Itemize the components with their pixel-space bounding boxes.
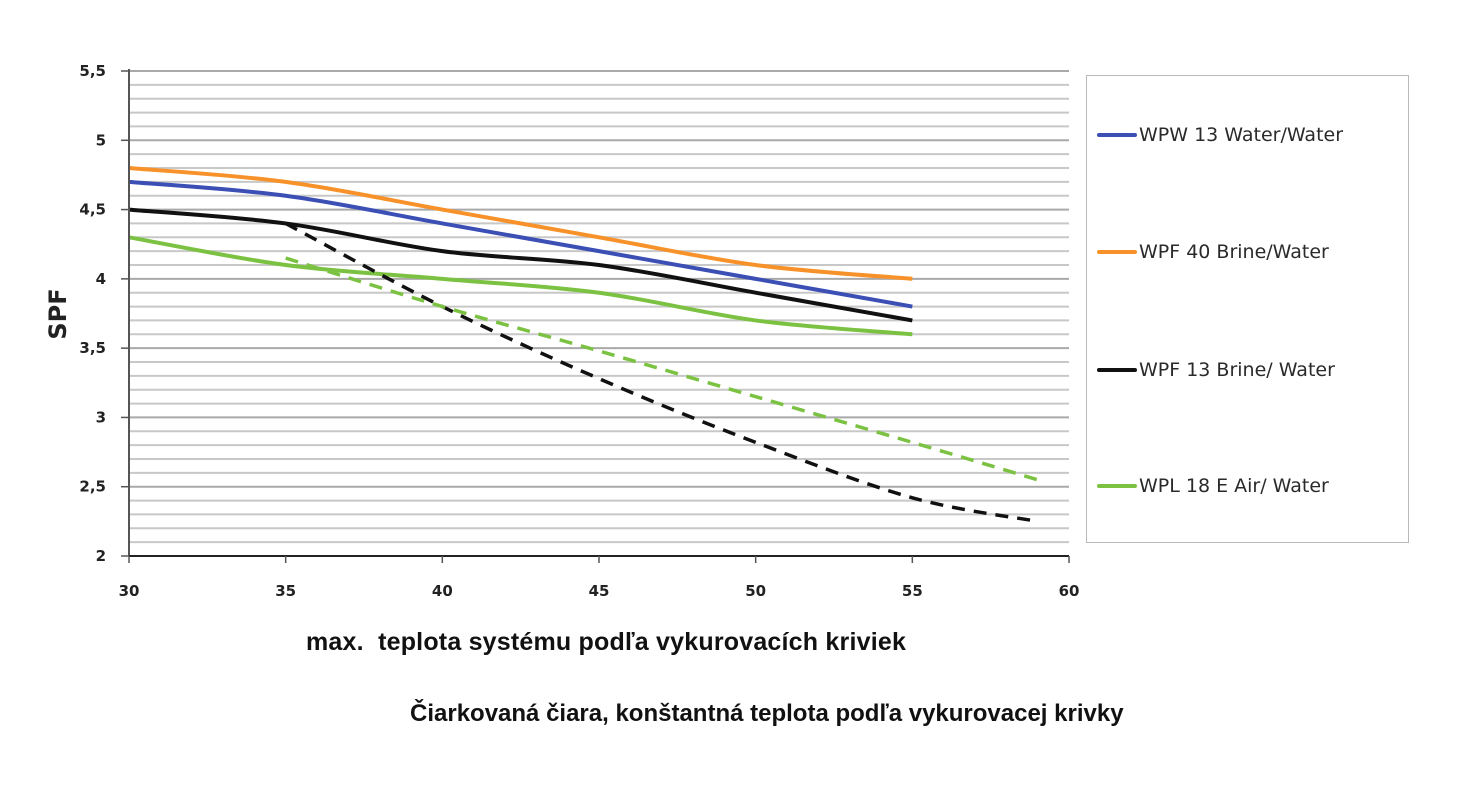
legend-label: WPW 13 Water/Water: [1139, 124, 1344, 146]
y-tick-label: 2: [96, 547, 106, 565]
y-tick-label: 4,5: [79, 201, 106, 219]
y-tick-labels: 2 2,5 3 3,5 4 4,5 5 5,5: [79, 62, 106, 565]
x-tick-label: 30: [119, 582, 140, 600]
x-tick-label: 60: [1059, 582, 1080, 600]
series-line: [128, 166, 913, 281]
dashed-line-note: Čiarkovaná čiara, konštantná teplota pod…: [410, 700, 1124, 727]
legend-item-wpw13: WPW 13 Water/Water: [1097, 124, 1343, 146]
y-tick-label: 5: [96, 131, 106, 149]
legend-item-wpf40: WPF 40 Brine/Water: [1097, 241, 1329, 263]
legend-item-wpl18: WPL 18 E Air/ Water: [1097, 475, 1329, 497]
series-lines: [128, 166, 1039, 524]
x-tick-label: 55: [902, 582, 923, 600]
legend-label: WPF 40 Brine/Water: [1139, 241, 1329, 263]
y-tick-label: 4: [96, 270, 106, 288]
legend-label: WPL 18 E Air/ Water: [1139, 475, 1329, 497]
y-tick-label: 2,5: [79, 478, 106, 496]
legend: WPW 13 Water/Water WPF 40 Brine/Water WP…: [1086, 75, 1409, 543]
series-line: [128, 207, 913, 323]
legend-swatch-icon: [1097, 250, 1137, 254]
y-tick-label: 3,5: [79, 339, 106, 357]
legend-swatch-icon: [1097, 133, 1137, 137]
dashed-series-line: [285, 256, 1039, 482]
series-line: [128, 235, 913, 337]
x-tick-label: 35: [275, 582, 296, 600]
legend-item-wpf13: WPF 13 Brine/ Water: [1097, 359, 1335, 381]
x-axis-title: max. teplota systému podľa vykurovacích …: [306, 628, 907, 656]
x-tick-label: 50: [745, 582, 766, 600]
y-axis-title: SPF: [44, 288, 72, 339]
dashed-series-line: [284, 221, 1038, 524]
legend-label: WPF 13 Brine/ Water: [1139, 359, 1335, 381]
legend-swatch-icon: [1097, 368, 1137, 372]
x-tick-label: 40: [432, 582, 453, 600]
series-line: [128, 179, 913, 309]
y-tick-label: 5,5: [79, 62, 106, 80]
legend-swatch-icon: [1097, 484, 1137, 488]
axes: [121, 69, 1070, 563]
x-tick-labels: 30 35 40 45 50 55 60: [119, 582, 1080, 600]
y-tick-label: 3: [96, 408, 106, 426]
gridlines: [129, 70, 1069, 544]
x-tick-label: 45: [589, 582, 610, 600]
